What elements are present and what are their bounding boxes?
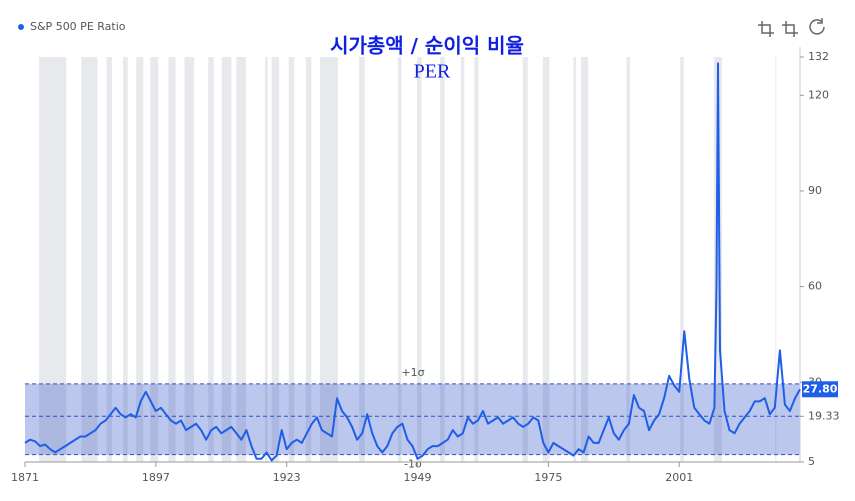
y-tick-label: 5 — [808, 455, 815, 468]
y-tick-label: 90 — [808, 184, 822, 197]
recession-band — [626, 57, 630, 462]
recession-band — [573, 57, 577, 462]
chart-title: 시가총액 / 순이익 비율 — [330, 34, 524, 58]
restore-icon[interactable] — [809, 18, 825, 35]
legend-label: S&P 500 PE Ratio — [30, 20, 126, 33]
zoom-icon[interactable] — [758, 21, 774, 37]
plot: +1σ-1σ519.333060901201321871189719231949… — [11, 47, 840, 484]
y-tick-label: 132 — [808, 50, 829, 63]
x-tick-label: 1949 — [404, 471, 432, 484]
last-value-box — [802, 381, 838, 398]
recession-band — [713, 57, 722, 462]
x-tick-label: 1871 — [11, 471, 39, 484]
y-tick-label: 60 — [808, 280, 822, 293]
recession-band — [123, 57, 128, 462]
recession-band — [265, 57, 268, 462]
last-value-label: 27.80 — [803, 382, 838, 395]
recession-band — [39, 57, 67, 462]
x-tick-label: 1897 — [142, 471, 170, 484]
recession-band — [288, 57, 295, 462]
recession-band — [542, 57, 550, 462]
recession-band — [136, 57, 144, 462]
sigma-label: +1σ — [401, 366, 424, 379]
recession-band — [440, 57, 445, 462]
recession-band — [417, 57, 422, 462]
recession-band — [184, 57, 195, 462]
recession-band — [581, 57, 589, 462]
recession-band — [208, 57, 214, 462]
sigma-band — [25, 383, 800, 455]
zoom-reset-icon[interactable] — [782, 21, 798, 37]
recession-band — [460, 57, 465, 462]
recession-band — [522, 57, 528, 462]
recession-band — [397, 57, 402, 462]
recession-band — [168, 57, 176, 462]
recession-band — [221, 57, 232, 462]
recession-band — [359, 57, 365, 462]
x-tick-label: 2001 — [665, 471, 693, 484]
series-line — [24, 62, 801, 462]
recession-band — [271, 57, 280, 462]
legend-dot — [18, 24, 24, 30]
recession-band — [474, 57, 479, 462]
recession-band — [81, 57, 98, 462]
recession-band — [680, 57, 684, 462]
recession-band — [775, 57, 777, 462]
recession-band — [150, 57, 159, 462]
recession-band — [319, 57, 339, 462]
sigma-label: -1σ — [404, 458, 422, 471]
x-tick-label: 1923 — [273, 471, 301, 484]
chart-subtitle: PER — [414, 61, 451, 83]
recession-band — [236, 57, 246, 462]
toolbar[interactable] — [758, 18, 825, 37]
recession-band — [106, 57, 113, 462]
y-tick-label: 19.33 — [808, 409, 840, 422]
y-tick-label: 120 — [808, 88, 829, 101]
x-tick-label: 1975 — [534, 471, 562, 484]
recession-band — [305, 57, 312, 462]
